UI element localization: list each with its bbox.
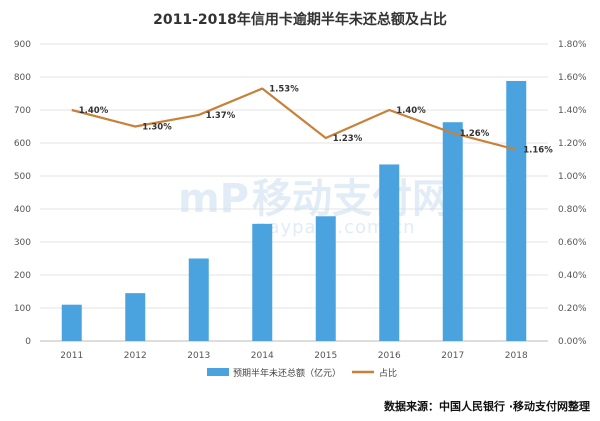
y-axis-left: 0 100 200 300 400 500 600 700 800 900 bbox=[14, 40, 31, 347]
y-left-tick-label: 300 bbox=[14, 238, 31, 248]
bar bbox=[61, 304, 82, 341]
bar bbox=[315, 216, 336, 341]
y-right-tick-label: 0.20% bbox=[558, 304, 587, 314]
bar bbox=[379, 164, 400, 341]
x-tick-label: 2017 bbox=[441, 351, 464, 361]
x-tick-label: 2016 bbox=[378, 351, 401, 361]
y-right-tick-label: 0.80% bbox=[558, 205, 587, 215]
bar bbox=[188, 258, 209, 341]
watermark-text: 移动支付网 bbox=[252, 176, 452, 222]
y-right-tick-label: 1.40% bbox=[558, 106, 587, 116]
legend: 预期半年未还总额（亿元） 占比 bbox=[207, 367, 397, 379]
x-tick-label: 2018 bbox=[505, 351, 528, 361]
series-line bbox=[71, 87, 517, 151]
x-tick-label: 2012 bbox=[124, 351, 147, 361]
data-label: 1.40% bbox=[396, 106, 426, 116]
y-left-tick-label: 600 bbox=[14, 139, 31, 149]
y-right-tick-label: 0.40% bbox=[558, 271, 587, 281]
source-note: 数据来源：中国人民银行 ·移动支付网整理 bbox=[384, 399, 590, 413]
bar bbox=[125, 293, 146, 341]
gridlines bbox=[40, 43, 548, 342]
y-right-tick-label: 1.00% bbox=[558, 172, 587, 182]
y-left-tick-label: 400 bbox=[14, 205, 31, 215]
y-right-tick-label: 1.60% bbox=[558, 73, 587, 83]
data-label: 1.16% bbox=[523, 146, 553, 156]
watermark-logo: mP bbox=[178, 176, 249, 222]
data-label: 1.26% bbox=[460, 129, 490, 139]
bar-series bbox=[61, 80, 527, 342]
y-axis-right: 0.00% 0.20% 0.40% 0.60% 0.80% 1.00% 1.20% 1.40%… bbox=[558, 40, 587, 347]
legend-label-bar: 预期半年未还总额（亿元） bbox=[233, 367, 341, 379]
y-left-tick-label: 800 bbox=[14, 73, 31, 83]
y-right-tick-label: 1.20% bbox=[558, 139, 587, 149]
bar bbox=[252, 223, 273, 341]
bar bbox=[506, 80, 527, 342]
data-label: 1.53% bbox=[269, 85, 299, 95]
x-axis: 2011 2012 2013 2014 2015 2016 2017 2018 bbox=[60, 351, 528, 361]
data-label: 1.37% bbox=[206, 111, 236, 121]
watermark: mP 移动支付网 paypass.com.cn bbox=[178, 176, 452, 238]
y-left-tick-label: 100 bbox=[14, 304, 31, 314]
x-tick-label: 2013 bbox=[187, 351, 210, 361]
x-tick-label: 2015 bbox=[314, 351, 337, 361]
legend-label-line: 占比 bbox=[379, 367, 397, 379]
y-left-tick-label: 0 bbox=[25, 337, 31, 347]
data-label: 1.40% bbox=[79, 106, 109, 116]
bar bbox=[442, 122, 463, 342]
x-tick-label: 2011 bbox=[60, 351, 83, 361]
y-right-tick-label: 0.00% bbox=[558, 337, 587, 347]
y-right-tick-label: 0.60% bbox=[558, 238, 587, 248]
chart-title: 2011-2018年信用卡逾期半年未还总额及占比 bbox=[153, 11, 447, 28]
data-label: 1.23% bbox=[333, 134, 363, 144]
legend-swatch-bar bbox=[207, 368, 229, 376]
data-label: 1.30% bbox=[142, 123, 172, 133]
line-series: 1.40% 1.30% 1.37% 1.53% 1.23% 1.40% 1.26% 1.16% bbox=[71, 85, 553, 156]
y-right-tick-label: 1.80% bbox=[558, 40, 587, 50]
x-tick-label: 2014 bbox=[251, 351, 274, 361]
y-left-tick-label: 200 bbox=[14, 271, 31, 281]
y-left-tick-label: 900 bbox=[14, 40, 31, 50]
y-left-tick-label: 700 bbox=[14, 106, 31, 116]
y-left-tick-label: 500 bbox=[14, 172, 31, 182]
